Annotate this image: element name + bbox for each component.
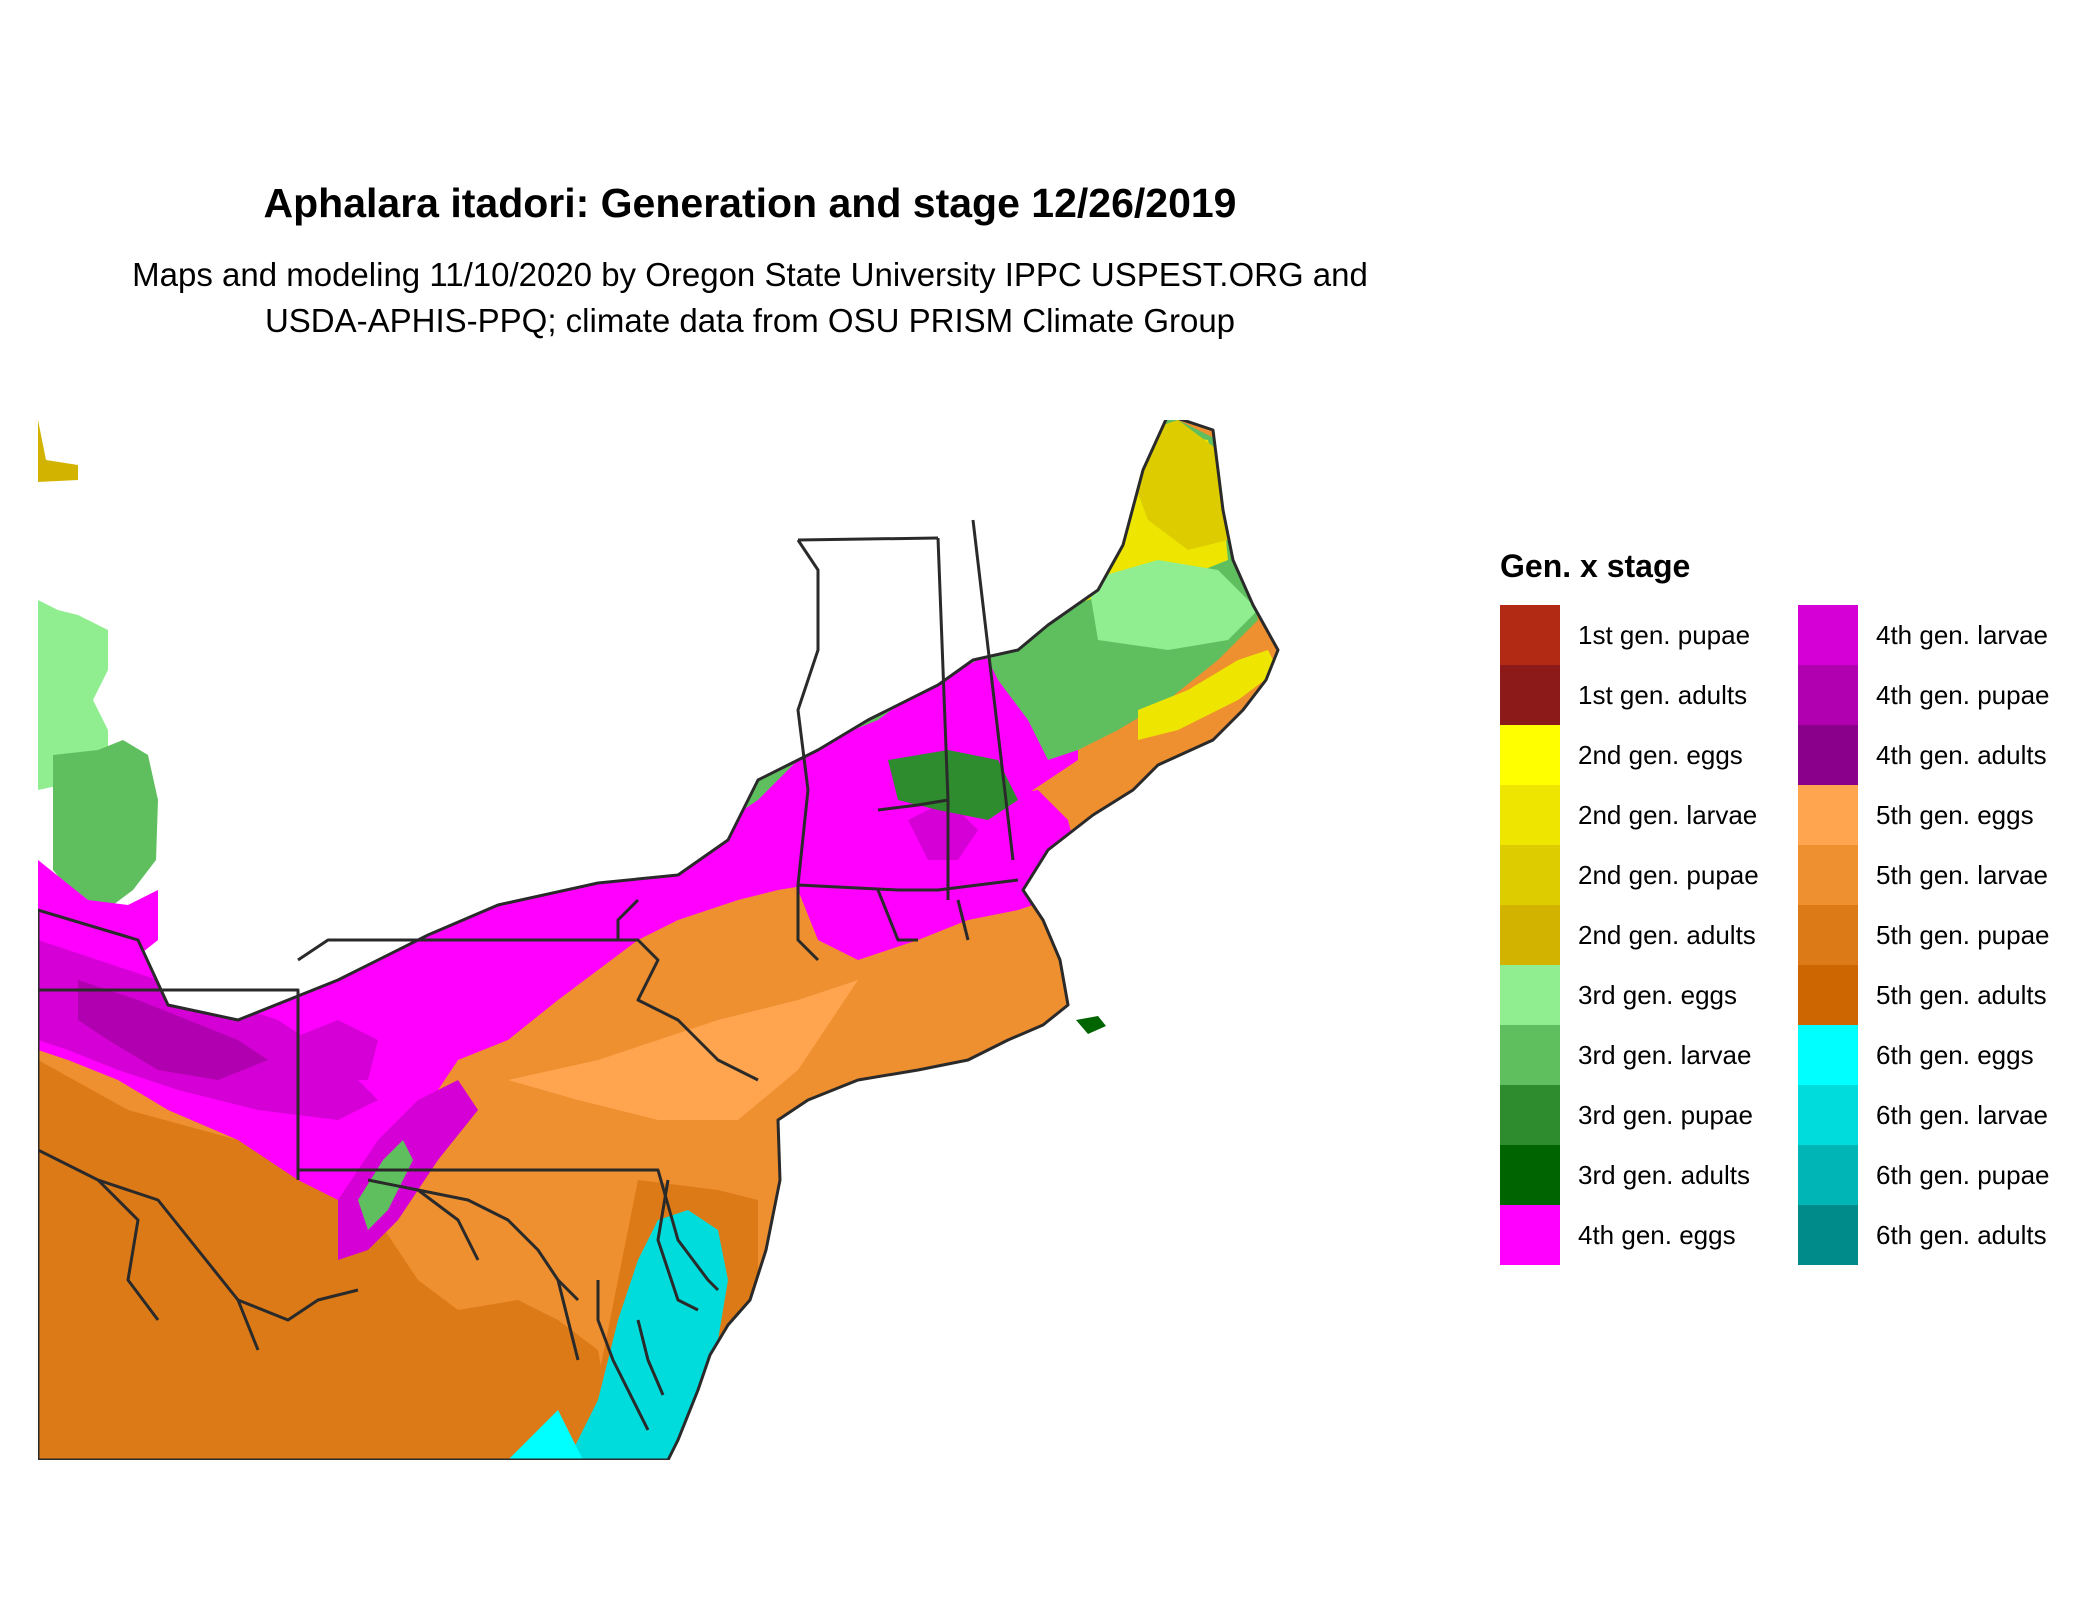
legend-swatch (1500, 785, 1560, 845)
legend-item: 6th gen. larvae (1798, 1085, 2080, 1145)
legend-item: 3rd gen. pupae (1500, 1085, 1782, 1145)
legend-swatch (1798, 905, 1858, 965)
legend-swatch (1500, 605, 1560, 665)
legend-title: Gen. x stage (1500, 548, 1691, 584)
legend-label: 6th gen. adults (1876, 1219, 2047, 1250)
legend-item: 2nd gen. larvae (1500, 785, 1782, 845)
legend: Gen. x stage 1st gen. pupae 1st gen. adul… (1500, 548, 2080, 1265)
legend-swatch (1500, 1145, 1560, 1205)
legend-label: 4th gen. adults (1876, 739, 2047, 770)
legend-item: 4th gen. larvae (1798, 605, 2080, 665)
legend-item: 4th gen. adults (1798, 725, 2080, 785)
legend-swatch (1500, 665, 1560, 725)
legend-item: 5th gen. adults (1798, 965, 2080, 1025)
michigan-land (38, 600, 108, 790)
legend-swatch (1798, 665, 1858, 725)
legend-item: 5th gen. eggs (1798, 785, 2080, 845)
island-land (1076, 1016, 1106, 1034)
legend-swatch (1500, 965, 1560, 1025)
legend-label: 3rd gen. adults (1578, 1159, 1751, 1190)
legend-label: 2nd gen. adults (1578, 919, 1756, 950)
legend-item: 4th gen. pupae (1798, 665, 2080, 725)
legend-label: 1st gen. pupae (1578, 619, 1751, 650)
legend-item: 2nd gen. adults (1500, 905, 1782, 965)
legend-label: 2nd gen. eggs (1578, 739, 1743, 770)
legend-swatch (1798, 1085, 1858, 1145)
legend-swatch (1500, 845, 1560, 905)
legend-item: 3rd gen. adults (1500, 1145, 1782, 1205)
legend-swatch (1798, 845, 1858, 905)
legend-swatch (1500, 1085, 1560, 1145)
lower-michigan-land (53, 740, 158, 905)
legend-item: 2nd gen. pupae (1500, 845, 1782, 905)
legend-swatch (1500, 725, 1560, 785)
legend-swatch (1798, 965, 1858, 1025)
legend-label: 2nd gen. pupae (1578, 859, 1759, 890)
legend-swatch (1798, 1205, 1858, 1265)
legend-item: 1st gen. adults (1500, 665, 1782, 725)
legend-item: 4th gen. eggs (1500, 1205, 1782, 1265)
northeast-us-map (38, 420, 1280, 1460)
legend-item: 6th gen. eggs (1798, 1025, 2080, 1085)
legend-column: 1st gen. pupae 1st gen. adults 2nd gen. eg… (1500, 605, 1782, 1265)
map-subtitle: Maps and modeling 11/10/2020 by Oregon S… (0, 252, 1500, 344)
legend-item: 1st gen. pupae (1500, 605, 1782, 665)
legend-label: 5th gen. pupae (1876, 919, 2050, 950)
subtitle-line-2: USDA-APHIS-PPQ; climate data from OSU PR… (264, 302, 1236, 339)
legend-item: 3rd gen. larvae (1500, 1025, 1782, 1085)
legend-swatch (1798, 725, 1858, 785)
legend-label: 6th gen. eggs (1876, 1039, 2034, 1070)
legend-label: 2nd gen. larvae (1578, 799, 1758, 830)
legend-label: 5th gen. eggs (1876, 799, 2034, 830)
legend-label: 6th gen. pupae (1876, 1159, 2050, 1190)
legend-label: 3rd gen. eggs (1578, 979, 1738, 1010)
legend-column: 4th gen. larvae 4th gen. pupae 4th gen. ad… (1798, 605, 2080, 1265)
legend-label: 3rd gen. pupae (1578, 1099, 1753, 1130)
legend-label: 3rd gen. larvae (1578, 1039, 1752, 1070)
subtitle-line-1: Maps and modeling 11/10/2020 by Oregon S… (132, 256, 1368, 293)
legend-item: 5th gen. pupae (1798, 905, 2080, 965)
legend-columns: 1st gen. pupae 1st gen. adults 2nd gen. eg… (1500, 605, 2080, 1265)
legend-swatch (1798, 1145, 1858, 1205)
legend-label: 1st gen. adults (1578, 679, 1748, 710)
legend-swatch (1500, 1025, 1560, 1085)
legend-label: 4th gen. eggs (1578, 1219, 1736, 1250)
legend-label: 5th gen. adults (1876, 979, 2047, 1010)
legend-swatch (1798, 1025, 1858, 1085)
map-title: Aphalara itadori: Generation and stage 1… (263, 180, 1237, 226)
legend-swatch (1500, 905, 1560, 965)
legend-item: 6th gen. adults (1798, 1205, 2080, 1265)
legend-item: 6th gen. pupae (1798, 1145, 2080, 1205)
upper-peninsula-land (38, 420, 78, 482)
legend-item: 2nd gen. eggs (1500, 725, 1782, 785)
legend-label: 5th gen. larvae (1876, 859, 2049, 890)
legend-swatch (1500, 1205, 1560, 1265)
legend-swatch (1798, 605, 1858, 665)
legend-label: 4th gen. pupae (1876, 679, 2050, 710)
legend-item: 3rd gen. eggs (1500, 965, 1782, 1025)
legend-label: 6th gen. larvae (1876, 1099, 2049, 1130)
legend-item: 5th gen. larvae (1798, 845, 2080, 905)
legend-swatch (1798, 785, 1858, 845)
legend-label: 4th gen. larvae (1876, 619, 2049, 650)
